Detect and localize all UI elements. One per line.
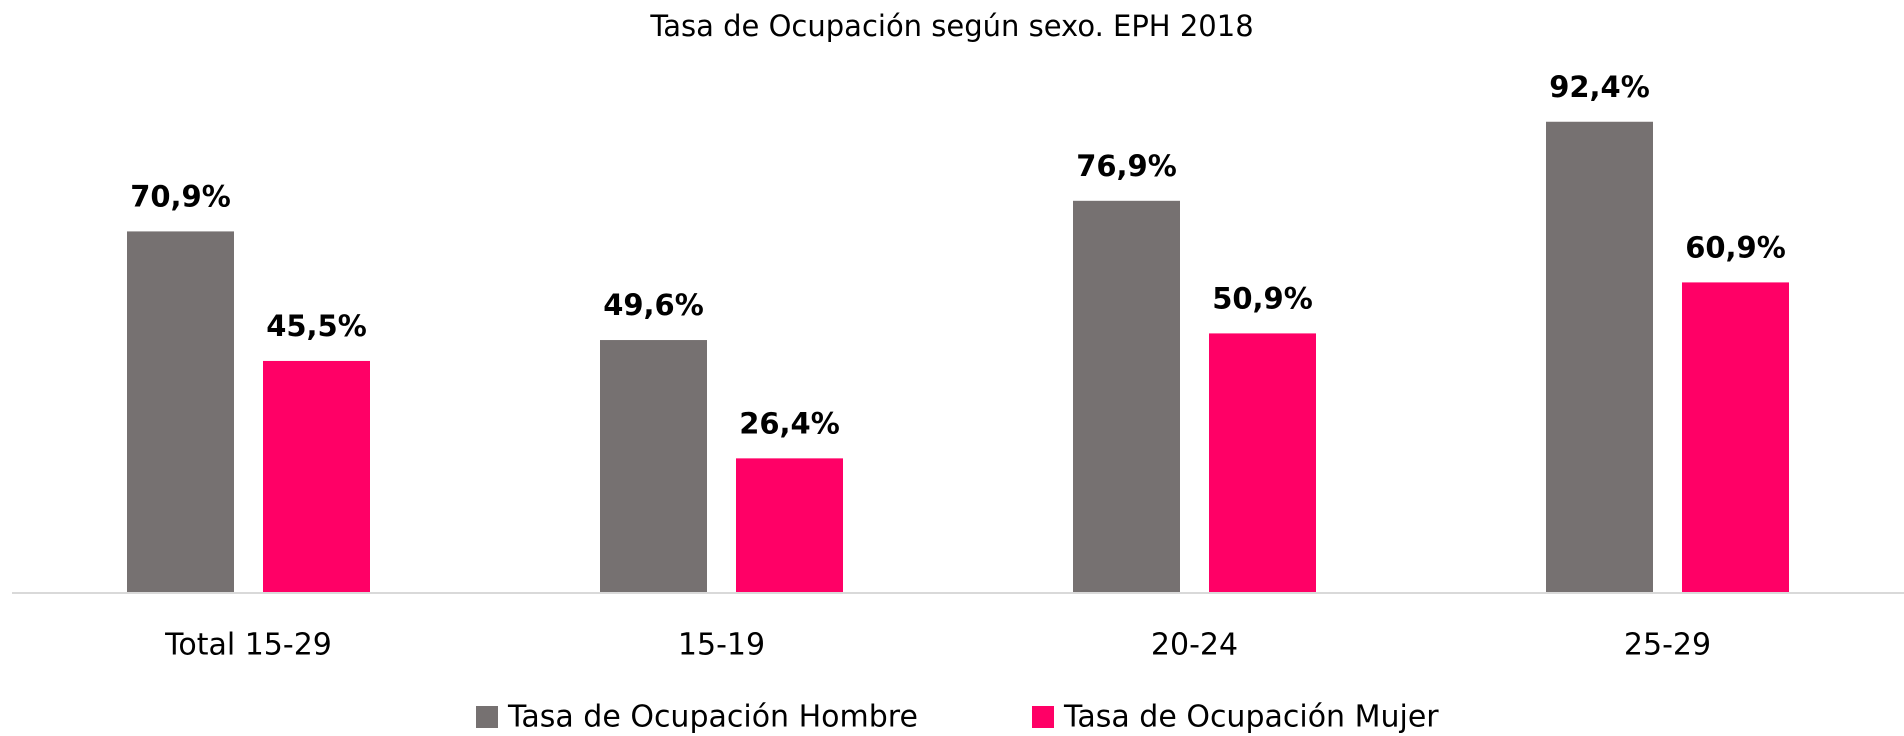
legend-swatch (476, 706, 498, 728)
legend-label: Tasa de Ocupación Mujer (1063, 700, 1439, 735)
x-tick-label: 15-19 (678, 628, 765, 663)
bar (263, 360, 370, 593)
legend-swatch (1032, 706, 1054, 728)
x-tick-label: Total 15-29 (164, 628, 332, 663)
bar (600, 340, 707, 593)
value-label: 60,9% (1685, 230, 1786, 264)
x-tick-label: 20-24 (1151, 628, 1238, 663)
x-tick-label: 25-29 (1624, 628, 1711, 663)
legend-label: Tasa de Ocupación Hombre (507, 700, 918, 735)
bar (736, 458, 843, 593)
value-label: 45,5% (266, 309, 367, 343)
bar (127, 231, 234, 593)
value-label: 49,6% (603, 288, 704, 322)
chart-title: Tasa de Ocupación según sexo. EPH 2018 (649, 9, 1253, 43)
bar (1682, 282, 1789, 593)
value-label: 26,4% (739, 406, 840, 440)
bar (1546, 121, 1653, 593)
bar (1209, 333, 1316, 593)
value-label: 76,9% (1076, 149, 1177, 183)
value-label: 50,9% (1212, 281, 1313, 315)
value-label: 70,9% (130, 179, 231, 213)
bar (1073, 200, 1180, 593)
value-label: 92,4% (1549, 70, 1650, 104)
